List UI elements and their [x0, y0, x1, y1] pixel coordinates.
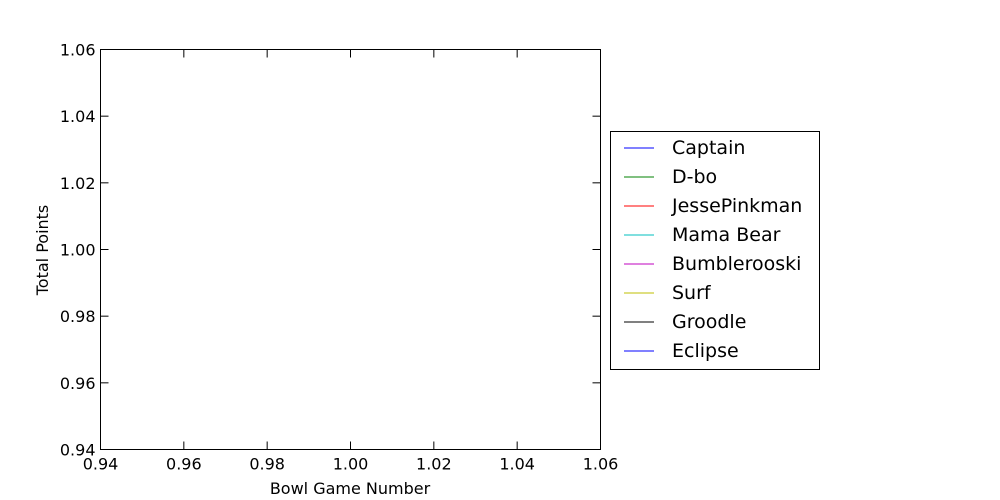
- x-tick-label: 1.00: [333, 455, 369, 474]
- legend-label: D-bo: [672, 166, 717, 188]
- legend-box: [610, 131, 820, 370]
- x-tick-label: 1.02: [416, 455, 452, 474]
- legend-label: Captain: [672, 137, 745, 159]
- y-tick-label: 1.02: [60, 174, 96, 193]
- legend-label: Bumblerooski: [672, 253, 801, 275]
- legend: Captain D-bo JessePinkman Mama Bear Bumblero…: [610, 131, 820, 370]
- y-tick-label: 1.04: [60, 107, 96, 126]
- x-tick-label: 1.06: [583, 455, 619, 474]
- x-tick-label: 0.96: [166, 455, 202, 474]
- legend-label: Surf: [672, 282, 712, 304]
- x-axis-ticks: 0.94 0.96 0.98 1.00 1.02 1.04 1.06: [83, 49, 619, 474]
- x-axis-label: Bowl Game Number: [270, 479, 431, 498]
- y-tick-label: 0.94: [60, 441, 96, 460]
- legend-label: JessePinkman: [671, 195, 802, 217]
- legend-label: Mama Bear: [672, 224, 781, 246]
- plot-area: 0.94 0.96 0.98 1.00 1.02 1.04 1.06 0.940.960.9…: [60, 41, 618, 474]
- y-tick-label: 1.06: [60, 41, 96, 60]
- x-tick-label: 0.98: [249, 455, 285, 474]
- y-tick-label: 0.98: [60, 307, 96, 326]
- y-axis-ticks: 0.94 0.96 0.98 1.00 1.02 1.04 1.06: [60, 41, 601, 460]
- y-axis-label: Total Points: [33, 205, 52, 297]
- legend-label: Groodle: [672, 311, 746, 333]
- x-tick-label: 1.04: [499, 455, 535, 474]
- x-tick-label: 0.94: [83, 455, 119, 474]
- legend-label: Eclipse: [672, 340, 739, 362]
- plot-frame: [100, 49, 601, 450]
- y-tick-label: 0.96: [60, 374, 96, 393]
- y-tick-label: 1.00: [60, 241, 96, 260]
